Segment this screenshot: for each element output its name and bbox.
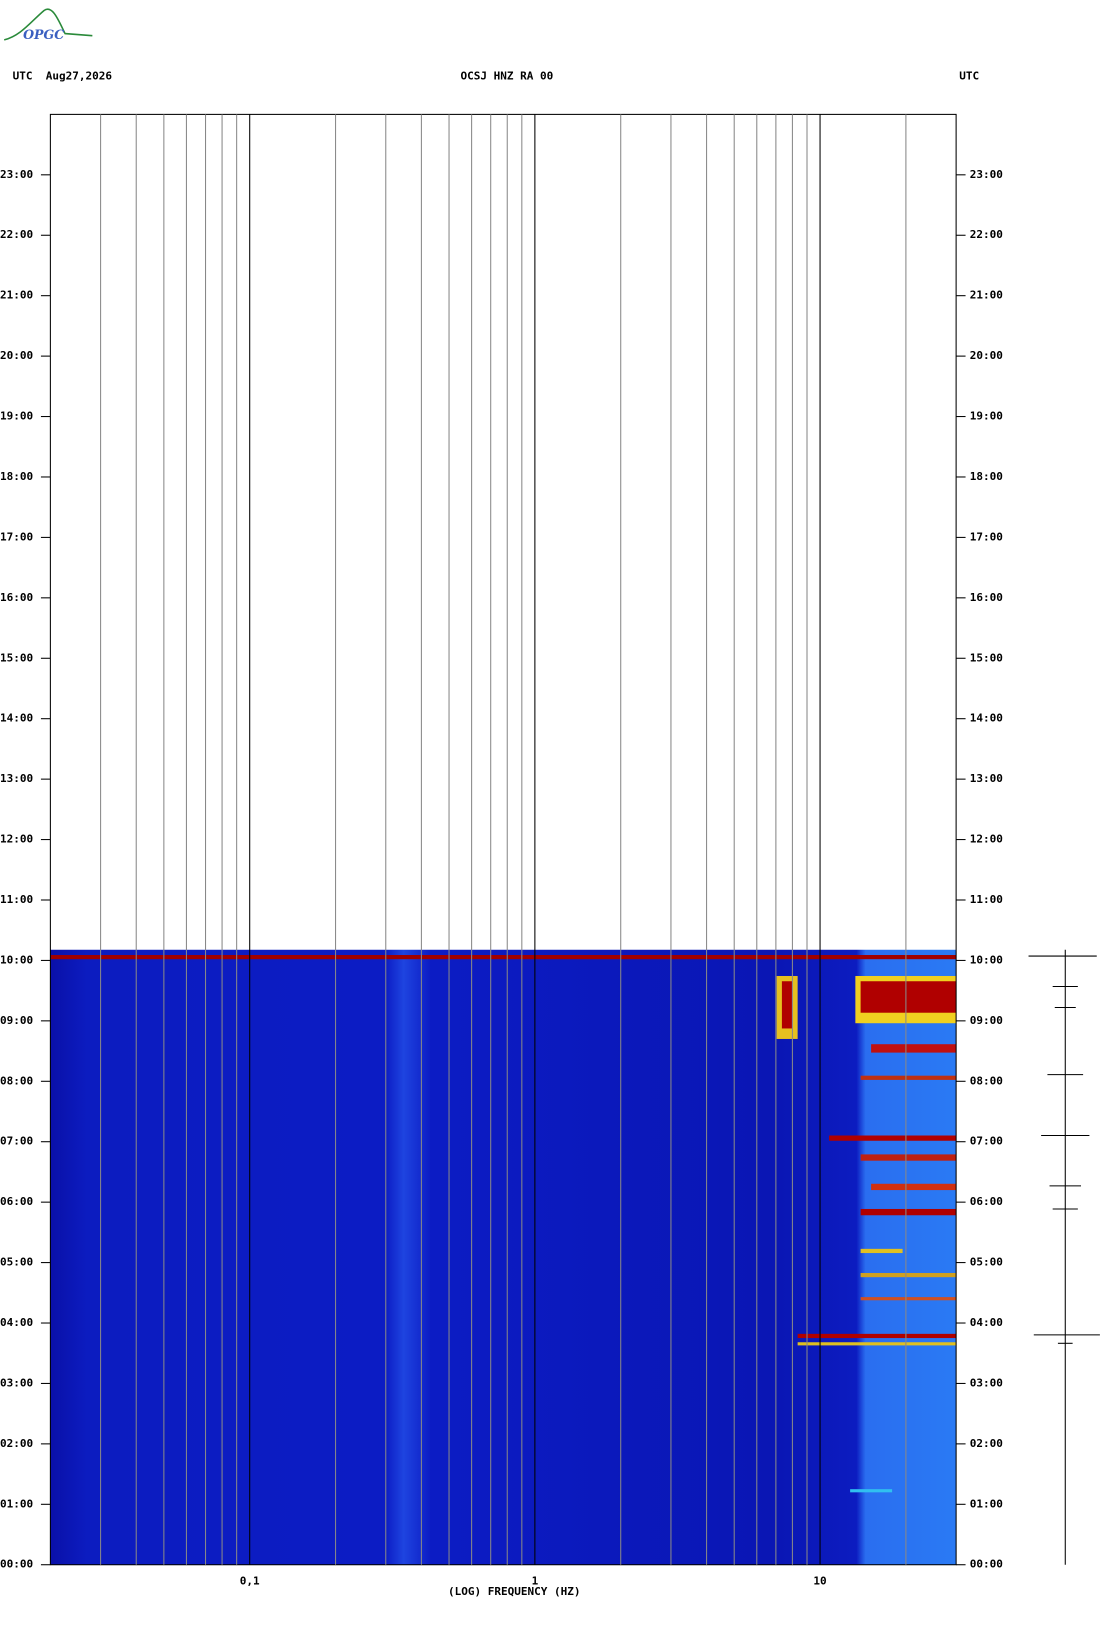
y-tick-label: 04:00 — [970, 1316, 1003, 1329]
y-tick-label: 20:00 — [0, 349, 33, 362]
header-left: UTC Aug27,2026 — [13, 70, 113, 83]
y-tick-label: 13:00 — [970, 772, 1003, 785]
y-tick-label: 07:00 — [970, 1135, 1003, 1148]
y-tick-label: 12:00 — [0, 833, 33, 846]
y-tick-label: 17:00 — [0, 530, 33, 543]
y-tick-label: 06:00 — [0, 1195, 33, 1208]
y-tick-label: 10:00 — [0, 953, 33, 966]
y-tick-label: 11:00 — [0, 893, 33, 906]
header-right: UTC — [959, 70, 979, 83]
y-tick-label: 10:00 — [970, 953, 1003, 966]
y-tick-label: 01:00 — [970, 1497, 1003, 1510]
y-tick-label: 00:00 — [0, 1558, 33, 1571]
y-tick-label: 13:00 — [0, 772, 33, 785]
y-tick-label: 05:00 — [0, 1256, 33, 1269]
y-tick-label: 08:00 — [0, 1074, 33, 1087]
y-tick-label: 16:00 — [970, 591, 1003, 604]
y-tick-label: 15:00 — [970, 651, 1003, 664]
y-tick-label: 09:00 — [0, 1014, 33, 1027]
y-tick-label: 21:00 — [0, 289, 33, 302]
y-tick-label: 03:00 — [970, 1376, 1003, 1389]
y-tick-label: 06:00 — [970, 1195, 1003, 1208]
y-tick-label: 11:00 — [970, 893, 1003, 906]
y-tick-label: 14:00 — [0, 712, 33, 725]
x-axis-label: (LOG) FREQUENCY (HZ) — [448, 1585, 580, 1598]
y-tick-label: 18:00 — [970, 470, 1003, 483]
y-tick-label: 22:00 — [0, 228, 33, 241]
y-tick-label: 05:00 — [970, 1256, 1003, 1269]
spectrogram — [50, 949, 957, 1565]
y-tick-label: 04:00 — [0, 1316, 33, 1329]
y-tick-label: 08:00 — [970, 1074, 1003, 1087]
y-tick-label: 23:00 — [0, 168, 33, 181]
logo-curve — [3, 8, 93, 41]
y-tick-label: 14:00 — [970, 712, 1003, 725]
y-tick-label: 15:00 — [0, 651, 33, 664]
y-tick-label: 02:00 — [970, 1437, 1003, 1450]
y-tick-label: 17:00 — [970, 530, 1003, 543]
x-tick-label: 0,1 — [240, 1575, 260, 1588]
y-tick-label: 00:00 — [970, 1558, 1003, 1571]
y-tick-label: 19:00 — [0, 410, 33, 423]
y-tick-label: 02:00 — [0, 1437, 33, 1450]
seismogram — [1028, 949, 1100, 1565]
y-tick-label: 19:00 — [970, 410, 1003, 423]
y-tick-label: 03:00 — [0, 1376, 33, 1389]
y-tick-label: 12:00 — [970, 833, 1003, 846]
logo: OPGC — [23, 27, 64, 42]
x-tick-label: 1 — [532, 1575, 539, 1588]
y-tick-label: 22:00 — [970, 228, 1003, 241]
y-tick-label: 20:00 — [970, 349, 1003, 362]
y-tick-label: 21:00 — [970, 289, 1003, 302]
y-tick-label: 16:00 — [0, 591, 33, 604]
y-tick-label: 01:00 — [0, 1497, 33, 1510]
y-tick-label: 18:00 — [0, 470, 33, 483]
chart-title: OCSJ HNZ RA 00 — [461, 70, 554, 83]
y-tick-label: 07:00 — [0, 1135, 33, 1148]
x-tick-label: 10 — [813, 1575, 826, 1588]
y-tick-label: 09:00 — [970, 1014, 1003, 1027]
y-tick-label: 23:00 — [970, 168, 1003, 181]
